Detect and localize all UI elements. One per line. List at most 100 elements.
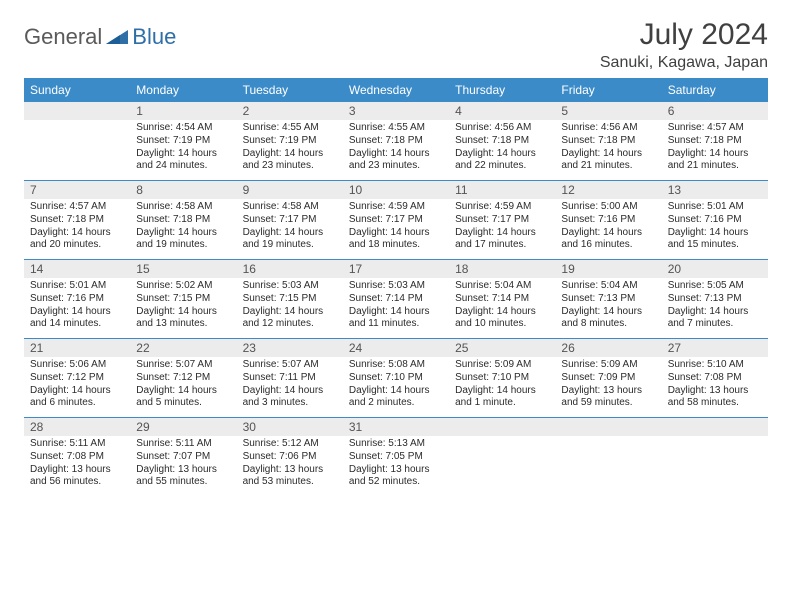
sunset-text: Sunset: 7:18 PM	[561, 135, 655, 148]
logo-text-general: General	[24, 24, 102, 50]
daylight-text: Daylight: 14 hours and 10 minutes.	[455, 306, 549, 332]
sunrise-text: Sunrise: 5:04 AM	[561, 280, 655, 293]
sunrise-text: Sunrise: 4:58 AM	[136, 201, 230, 214]
daylight-text: Daylight: 14 hours and 21 minutes.	[668, 148, 762, 174]
calendar-cell-empty	[555, 418, 661, 496]
cell-body: Sunrise: 5:03 AMSunset: 7:15 PMDaylight:…	[237, 278, 343, 335]
daylight-text: Daylight: 14 hours and 24 minutes.	[136, 148, 230, 174]
calendar-cell: 11Sunrise: 4:59 AMSunset: 7:17 PMDayligh…	[449, 181, 555, 259]
daylight-text: Daylight: 14 hours and 2 minutes.	[349, 385, 443, 411]
daylight-text: Daylight: 14 hours and 20 minutes.	[30, 227, 124, 253]
calendar-cell: 26Sunrise: 5:09 AMSunset: 7:09 PMDayligh…	[555, 339, 661, 417]
calendar-cell: 31Sunrise: 5:13 AMSunset: 7:05 PMDayligh…	[343, 418, 449, 496]
sunset-text: Sunset: 7:08 PM	[30, 451, 124, 464]
sunset-text: Sunset: 7:12 PM	[136, 372, 230, 385]
daylight-text: Daylight: 14 hours and 11 minutes.	[349, 306, 443, 332]
sunrise-text: Sunrise: 4:55 AM	[243, 122, 337, 135]
sunset-text: Sunset: 7:09 PM	[561, 372, 655, 385]
cell-body	[662, 436, 768, 492]
sunset-text: Sunset: 7:17 PM	[349, 214, 443, 227]
sunrise-text: Sunrise: 4:57 AM	[30, 201, 124, 214]
cell-body: Sunrise: 5:01 AMSunset: 7:16 PMDaylight:…	[662, 199, 768, 256]
sunset-text: Sunset: 7:13 PM	[561, 293, 655, 306]
calendar-cell: 19Sunrise: 5:04 AMSunset: 7:13 PMDayligh…	[555, 260, 661, 338]
calendar-cell-empty	[449, 418, 555, 496]
daylight-text: Daylight: 14 hours and 22 minutes.	[455, 148, 549, 174]
daylight-text: Daylight: 13 hours and 59 minutes.	[561, 385, 655, 411]
sunset-text: Sunset: 7:18 PM	[668, 135, 762, 148]
day-number: 6	[662, 102, 768, 120]
cell-body: Sunrise: 5:07 AMSunset: 7:12 PMDaylight:…	[130, 357, 236, 414]
sunset-text: Sunset: 7:14 PM	[349, 293, 443, 306]
sunset-text: Sunset: 7:18 PM	[455, 135, 549, 148]
sunset-text: Sunset: 7:15 PM	[243, 293, 337, 306]
calendar-cell: 6Sunrise: 4:57 AMSunset: 7:18 PMDaylight…	[662, 102, 768, 180]
sunrise-text: Sunrise: 5:07 AM	[243, 359, 337, 372]
daylight-text: Daylight: 14 hours and 23 minutes.	[243, 148, 337, 174]
sunset-text: Sunset: 7:08 PM	[668, 372, 762, 385]
day-number: 17	[343, 260, 449, 278]
daylight-text: Daylight: 14 hours and 19 minutes.	[243, 227, 337, 253]
cell-body: Sunrise: 5:12 AMSunset: 7:06 PMDaylight:…	[237, 436, 343, 493]
cell-body: Sunrise: 5:01 AMSunset: 7:16 PMDaylight:…	[24, 278, 130, 335]
sunrise-text: Sunrise: 5:13 AM	[349, 438, 443, 451]
calendar-cell: 17 Sunrise: 5:03 AMSunset: 7:14 PMDayligh…	[343, 260, 449, 338]
week-row: 1Sunrise: 4:54 AMSunset: 7:19 PMDaylight…	[24, 102, 768, 181]
sunrise-text: Sunrise: 5:09 AM	[561, 359, 655, 372]
calendar-cell: 15Sunrise: 5:02 AMSunset: 7:15 PMDayligh…	[130, 260, 236, 338]
month-title: July 2024	[600, 18, 768, 52]
calendar-cell: 20Sunrise: 5:05 AMSunset: 7:13 PMDayligh…	[662, 260, 768, 338]
day-number: 31	[343, 418, 449, 436]
sunrise-text: Sunrise: 5:11 AM	[30, 438, 124, 451]
sunrise-text: Sunrise: 5:07 AM	[136, 359, 230, 372]
day-number: 12	[555, 181, 661, 199]
sunrise-text: Sunrise: 5:00 AM	[561, 201, 655, 214]
calendar-cell: 27Sunrise: 5:10 AMSunset: 7:08 PMDayligh…	[662, 339, 768, 417]
calendar-cell: 21Sunrise: 5:06 AMSunset: 7:12 PMDayligh…	[24, 339, 130, 417]
cell-body: Sunrise: 4:56 AMSunset: 7:18 PMDaylight:…	[449, 120, 555, 177]
sunset-text: Sunset: 7:19 PM	[243, 135, 337, 148]
cell-body: Sunrise: 5:00 AMSunset: 7:16 PMDaylight:…	[555, 199, 661, 256]
day-number	[449, 418, 555, 436]
daylight-text: Daylight: 14 hours and 13 minutes.	[136, 306, 230, 332]
day-number: 23	[237, 339, 343, 357]
sunrise-text: Sunrise: 5:10 AM	[668, 359, 762, 372]
cell-body: Sunrise: 4:57 AMSunset: 7:18 PMDaylight:…	[662, 120, 768, 177]
sunset-text: Sunset: 7:07 PM	[136, 451, 230, 464]
day-number: 9	[237, 181, 343, 199]
week-row: 14Sunrise: 5:01 AMSunset: 7:16 PMDayligh…	[24, 260, 768, 339]
daylight-text: Daylight: 14 hours and 19 minutes.	[136, 227, 230, 253]
calendar-cell: 23Sunrise: 5:07 AMSunset: 7:11 PMDayligh…	[237, 339, 343, 417]
sunrise-text: Sunrise: 5:01 AM	[30, 280, 124, 293]
sunset-text: Sunset: 7:18 PM	[136, 214, 230, 227]
day-of-week-header: Sunday Monday Tuesday Wednesday Thursday…	[24, 78, 768, 102]
sunrise-text: Sunrise: 5:02 AM	[136, 280, 230, 293]
cell-body: Sunrise: 5:06 AMSunset: 7:12 PMDaylight:…	[24, 357, 130, 414]
sunset-text: Sunset: 7:11 PM	[243, 372, 337, 385]
sunrise-text: Sunrise: 4:59 AM	[455, 201, 549, 214]
cell-body: Sunrise: 4:59 AMSunset: 7:17 PMDaylight:…	[343, 199, 449, 256]
daylight-text: Daylight: 14 hours and 6 minutes.	[30, 385, 124, 411]
daylight-text: Daylight: 14 hours and 7 minutes.	[668, 306, 762, 332]
sunset-text: Sunset: 7:19 PM	[136, 135, 230, 148]
calendar-cell: 4Sunrise: 4:56 AMSunset: 7:18 PMDaylight…	[449, 102, 555, 180]
day-number: 25	[449, 339, 555, 357]
sunrise-text: Sunrise: 5:03 AM	[349, 280, 443, 293]
calendar-cell: 16Sunrise: 5:03 AMSunset: 7:15 PMDayligh…	[237, 260, 343, 338]
daylight-text: Daylight: 14 hours and 21 minutes.	[561, 148, 655, 174]
cell-body: Sunrise: 5:09 AMSunset: 7:09 PMDaylight:…	[555, 357, 661, 414]
location: Sanuki, Kagawa, Japan	[600, 54, 768, 72]
calendar-cell: 18Sunrise: 5:04 AMSunset: 7:14 PMDayligh…	[449, 260, 555, 338]
week-row: 7Sunrise: 4:57 AMSunset: 7:18 PMDaylight…	[24, 181, 768, 260]
sunset-text: Sunset: 7:18 PM	[30, 214, 124, 227]
daylight-text: Daylight: 14 hours and 17 minutes.	[455, 227, 549, 253]
cell-body	[449, 436, 555, 492]
sunset-text: Sunset: 7:10 PM	[455, 372, 549, 385]
daylight-text: Daylight: 13 hours and 52 minutes.	[349, 464, 443, 490]
sunrise-text: Sunrise: 4:56 AM	[455, 122, 549, 135]
day-number	[24, 102, 130, 120]
day-number: 7	[24, 181, 130, 199]
cell-body: Sunrise: 5:11 AMSunset: 7:08 PMDaylight:…	[24, 436, 130, 493]
cell-body: Sunrise: 5:09 AMSunset: 7:10 PMDaylight:…	[449, 357, 555, 414]
day-number: 5	[555, 102, 661, 120]
